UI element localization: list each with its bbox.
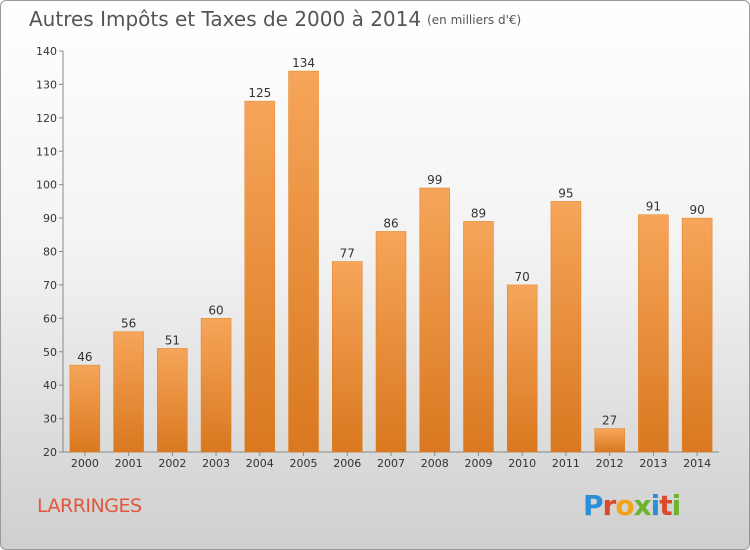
value-label-2000: 46	[77, 350, 92, 364]
y-tick-label: 60	[43, 312, 57, 325]
logo-letter: t	[659, 489, 672, 522]
labels: 2000 46 2001 56 2002 51 2003 60 2004 125 2005 134 20…	[71, 56, 711, 470]
bar-2013	[638, 214, 669, 453]
bar-2000	[69, 364, 101, 453]
y-tick-label: 20	[43, 446, 57, 459]
bar-2003	[200, 318, 232, 453]
y-tick-label: 120	[36, 112, 57, 125]
x-tick-label-2000: 2000	[71, 457, 99, 470]
x-tick-label-2003: 2003	[202, 457, 230, 470]
y-tick-label: 70	[43, 279, 57, 292]
value-label-2013: 91	[646, 200, 661, 214]
x-tick-label-2007: 2007	[377, 457, 405, 470]
bar-2009	[463, 221, 494, 453]
value-label-2004: 125	[248, 86, 271, 100]
bar-2002	[157, 348, 188, 453]
x-tick-label-2004: 2004	[246, 457, 274, 470]
bar-2005	[288, 70, 319, 453]
axes: 20 30 40 50 60 70 80 90 100 110 120 130 140	[36, 45, 719, 459]
x-tick-label-2012: 2012	[596, 457, 624, 470]
bar-2014	[681, 217, 713, 453]
value-label-2010: 70	[515, 270, 530, 284]
chart-title-text: Autres Impôts et Taxes de 2000 à 2014	[29, 7, 422, 31]
y-tick-label: 50	[43, 346, 57, 359]
logo-letter: i	[671, 489, 682, 522]
value-label-2007: 86	[383, 216, 398, 230]
bars	[69, 70, 713, 453]
bar-2010	[506, 284, 538, 453]
y-tick-label: 80	[43, 246, 57, 259]
x-tick-label-2008: 2008	[421, 457, 449, 470]
bar-2006	[332, 261, 363, 453]
logo-letter: x	[633, 489, 652, 522]
x-tick-label-2006: 2006	[333, 457, 361, 470]
bar-2008	[419, 187, 450, 453]
value-label-2008: 99	[427, 173, 442, 187]
x-tick-label-2009: 2009	[464, 457, 492, 470]
bar-2004	[244, 100, 276, 453]
value-label-2003: 60	[208, 303, 223, 317]
value-label-2002: 51	[165, 333, 180, 347]
value-label-2011: 95	[558, 186, 573, 200]
x-tick-label-2005: 2005	[290, 457, 318, 470]
y-tick-label: 140	[36, 45, 57, 58]
value-label-2006: 77	[340, 247, 355, 261]
bar-2001	[113, 331, 144, 453]
value-label-2014: 90	[689, 203, 704, 217]
x-tick-label-2011: 2011	[552, 457, 580, 470]
y-tick-label: 40	[43, 379, 57, 392]
y-tick-label: 100	[36, 179, 57, 192]
commune-name: LARRINGES	[37, 495, 142, 517]
bar-2012	[594, 428, 625, 453]
chart-title: Autres Impôts et Taxes de 2000 à 2014 (en…	[29, 7, 521, 31]
bar-2011	[550, 201, 582, 453]
x-tick-label-2013: 2013	[639, 457, 667, 470]
y-tick-label: 130	[36, 78, 57, 91]
proxiti-logo[interactable]: Proxiti	[583, 489, 682, 522]
bar-2007	[375, 231, 407, 453]
value-label-2005: 134	[292, 56, 315, 70]
value-label-2001: 56	[121, 317, 136, 331]
chart-unit: (en milliers d'€)	[427, 13, 522, 27]
y-tick-label: 90	[43, 212, 57, 225]
y-tick-label: 30	[43, 413, 57, 426]
logo-letter: i	[650, 489, 661, 522]
x-tick-label-2014: 2014	[683, 457, 711, 470]
x-tick-label-2002: 2002	[158, 457, 186, 470]
logo-letter: r	[602, 489, 617, 522]
y-tick-label: 110	[36, 145, 57, 158]
logo-letter: P	[583, 489, 604, 522]
logo-letter: o	[615, 489, 634, 522]
x-tick-label-2001: 2001	[115, 457, 143, 470]
value-label-2009: 89	[471, 206, 486, 220]
value-label-2012: 27	[602, 414, 617, 428]
x-tick-label-2010: 2010	[508, 457, 536, 470]
